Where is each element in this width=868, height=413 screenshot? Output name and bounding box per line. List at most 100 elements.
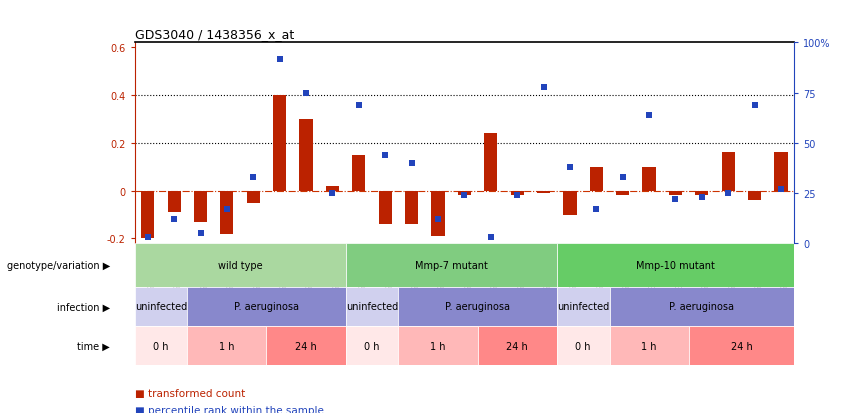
- Text: GSM196062: GSM196062: [148, 244, 157, 290]
- Bar: [721, 153, 735, 191]
- Bar: [187, 326, 266, 366]
- Bar: [589, 167, 603, 191]
- Text: infection ▶: infection ▶: [57, 301, 110, 312]
- Text: 24 h: 24 h: [295, 341, 317, 351]
- Text: uninfected: uninfected: [346, 301, 398, 312]
- Text: time ▶: time ▶: [77, 341, 110, 351]
- Point: [299, 90, 313, 97]
- Text: P. aeruginosa: P. aeruginosa: [669, 301, 734, 312]
- Text: GSM196063: GSM196063: [174, 244, 183, 290]
- Point: [457, 192, 471, 199]
- Text: wild type: wild type: [218, 260, 262, 271]
- Text: GSM196083: GSM196083: [702, 244, 711, 290]
- Bar: [398, 326, 477, 366]
- Text: GSM196067: GSM196067: [279, 244, 289, 290]
- Text: 0 h: 0 h: [153, 341, 168, 351]
- Text: GSM196086: GSM196086: [781, 244, 790, 290]
- Text: GSM196075: GSM196075: [490, 244, 500, 290]
- Bar: [484, 134, 497, 191]
- Point: [510, 192, 524, 199]
- Bar: [135, 244, 345, 287]
- Bar: [616, 191, 629, 196]
- Text: GSM196080: GSM196080: [622, 244, 632, 290]
- Text: 24 h: 24 h: [506, 341, 528, 351]
- Bar: [669, 191, 682, 196]
- Text: Mmp-10 mutant: Mmp-10 mutant: [636, 260, 715, 271]
- Bar: [299, 120, 312, 191]
- Bar: [695, 191, 708, 196]
- Bar: [135, 326, 187, 366]
- Text: P. aeruginosa: P. aeruginosa: [234, 301, 299, 312]
- Text: GSM196079: GSM196079: [596, 244, 605, 290]
- Bar: [345, 244, 556, 287]
- Point: [220, 206, 233, 213]
- Point: [352, 102, 365, 109]
- Text: GSM196078: GSM196078: [570, 244, 579, 290]
- Point: [642, 112, 656, 119]
- Text: GSM196065: GSM196065: [227, 244, 236, 290]
- Point: [747, 102, 761, 109]
- Text: GSM196085: GSM196085: [754, 244, 764, 290]
- Text: GSM196081: GSM196081: [649, 244, 658, 290]
- Bar: [563, 191, 576, 215]
- Point: [668, 196, 682, 203]
- Bar: [352, 155, 365, 191]
- Bar: [609, 287, 794, 326]
- Bar: [556, 244, 794, 287]
- Text: ■ transformed count: ■ transformed count: [135, 388, 245, 398]
- Bar: [247, 191, 260, 203]
- Text: GSM196073: GSM196073: [438, 244, 447, 290]
- Bar: [135, 287, 187, 326]
- Text: GSM196072: GSM196072: [411, 244, 421, 290]
- Point: [378, 152, 392, 159]
- Point: [589, 206, 603, 213]
- Bar: [457, 191, 471, 196]
- Point: [168, 216, 181, 223]
- Point: [536, 84, 550, 91]
- Text: GSM196076: GSM196076: [517, 244, 526, 290]
- Text: GSM196074: GSM196074: [464, 244, 473, 290]
- Text: 0 h: 0 h: [575, 341, 591, 351]
- Text: 1 h: 1 h: [641, 341, 657, 351]
- Text: GDS3040 / 1438356_x_at: GDS3040 / 1438356_x_at: [135, 28, 293, 41]
- Point: [404, 160, 418, 167]
- Text: GSM196069: GSM196069: [332, 244, 341, 290]
- Text: uninfected: uninfected: [135, 301, 187, 312]
- Bar: [378, 191, 391, 225]
- Point: [247, 174, 260, 181]
- Text: Mmp-7 mutant: Mmp-7 mutant: [415, 260, 488, 271]
- Bar: [141, 191, 155, 239]
- Text: P. aeruginosa: P. aeruginosa: [445, 301, 510, 312]
- Bar: [345, 326, 398, 366]
- Text: 0 h: 0 h: [365, 341, 380, 351]
- Text: GSM196082: GSM196082: [675, 244, 685, 290]
- Point: [615, 174, 629, 181]
- Point: [141, 234, 155, 241]
- Text: 24 h: 24 h: [731, 341, 753, 351]
- Bar: [194, 191, 207, 222]
- Text: ■ percentile rank within the sample: ■ percentile rank within the sample: [135, 405, 324, 413]
- Text: GSM196066: GSM196066: [253, 244, 262, 290]
- Bar: [431, 191, 444, 237]
- Point: [563, 164, 577, 171]
- Point: [273, 56, 286, 63]
- Text: GSM196077: GSM196077: [543, 244, 553, 290]
- Point: [194, 230, 207, 237]
- Text: 1 h: 1 h: [431, 341, 446, 351]
- Text: GSM196084: GSM196084: [728, 244, 737, 290]
- Bar: [398, 287, 556, 326]
- Bar: [609, 326, 688, 366]
- Bar: [748, 191, 761, 201]
- Bar: [556, 326, 609, 366]
- Text: GSM196071: GSM196071: [385, 244, 394, 290]
- Bar: [273, 96, 286, 191]
- Bar: [345, 287, 398, 326]
- Point: [431, 216, 445, 223]
- Bar: [326, 186, 339, 191]
- Bar: [688, 326, 794, 366]
- Point: [721, 190, 735, 197]
- Text: genotype/variation ▶: genotype/variation ▶: [7, 260, 110, 271]
- Bar: [642, 167, 655, 191]
- Text: GSM196064: GSM196064: [201, 244, 209, 290]
- Point: [774, 186, 788, 193]
